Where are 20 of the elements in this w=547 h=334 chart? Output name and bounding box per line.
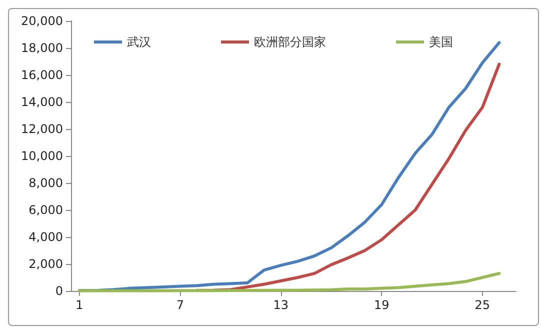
y-tick-label: 20,000 — [21, 14, 63, 28]
line-series — [78, 272, 501, 292]
y-tick-label: 0 — [55, 284, 63, 298]
y-tick-label: 2,000 — [28, 257, 63, 271]
x-tick-label: 25 — [474, 298, 490, 312]
y-tick-label: 10,000 — [21, 149, 63, 163]
x-tick-label: 1 — [76, 298, 84, 312]
legend-label: 武汉 — [127, 35, 151, 49]
legend-label: 欧洲部分国家 — [254, 35, 326, 49]
x-tick-label: 7 — [176, 298, 184, 312]
legend-label: 美国 — [429, 35, 453, 49]
y-tick-label: 14,000 — [21, 95, 63, 109]
y-tick-label: 8,000 — [28, 176, 63, 190]
y-tick-label: 18,000 — [21, 41, 63, 55]
y-tick-label: 6,000 — [28, 203, 63, 217]
y-tick-label: 4,000 — [28, 230, 63, 244]
y-tick-label: 16,000 — [21, 68, 63, 82]
x-tick-label: 13 — [273, 298, 289, 312]
x-tick-label: 19 — [374, 298, 390, 312]
y-tick-label: 12,000 — [21, 122, 63, 136]
